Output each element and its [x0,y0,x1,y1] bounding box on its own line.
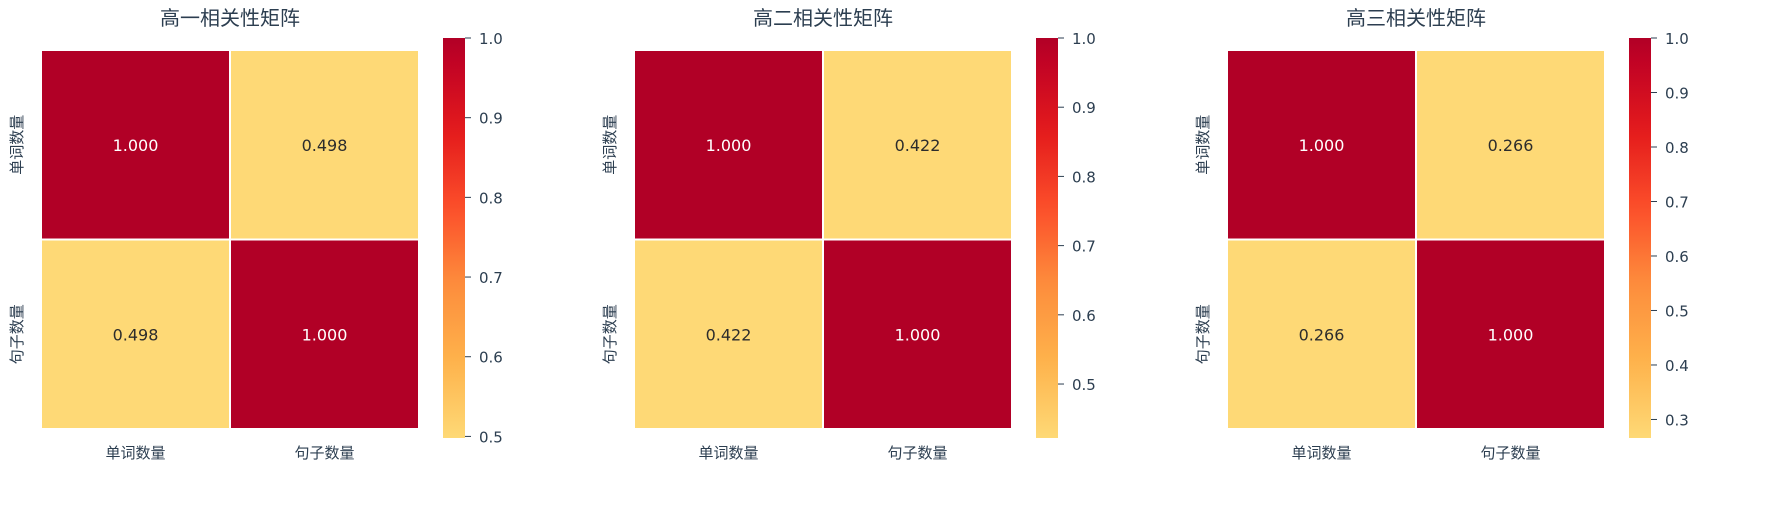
cell-value-label: 0.498 [302,136,348,155]
heatmap-cell [1226,49,1417,241]
heatmap-cell [633,49,824,241]
chart-title: 高一相关性矩阵 [160,6,300,30]
colorbar-tick-label: 0.4 [1665,357,1689,375]
cell-value-label: 0.422 [895,136,941,155]
colorbar-tick-label: 0.6 [1665,248,1689,266]
colorbar-tick-label: 0.5 [1665,302,1689,320]
colorbar-tick-label: 0.3 [1665,411,1689,429]
colorbar-tick-label: 0.8 [1665,139,1689,157]
colorbar-tick-label: 0.7 [479,269,503,287]
heatmap-cell [822,238,1013,430]
cell-value-label: 1.000 [1299,136,1345,155]
cell-value-label: 1.000 [302,325,348,344]
colorbar-tick-label: 0.9 [1665,84,1689,102]
chart-title: 高二相关性矩阵 [753,6,893,30]
colorbar [443,38,465,438]
y-tick-label: 单词数量 [8,115,26,175]
cell-value-label: 0.422 [706,325,752,344]
x-tick-label: 单词数量 [105,444,165,462]
cell-value-label: 1.000 [706,136,752,155]
colorbar-tick-label: 0.7 [1665,193,1689,211]
y-tick-label: 句子数量 [601,304,619,364]
heatmap-cell [1415,238,1606,430]
x-tick-label: 单词数量 [1291,444,1351,462]
colorbar-tick-label: 0.5 [1072,376,1096,394]
x-tick-label: 单词数量 [698,444,758,462]
colorbar [1036,38,1058,438]
cell-value-label: 0.266 [1299,325,1345,344]
heatmap-cell [633,238,824,430]
chart-title: 高三相关性矩阵 [1346,6,1486,30]
y-tick-label: 单词数量 [1194,115,1212,175]
heatmap-cell [40,49,231,241]
cell-value-label: 1.000 [895,325,941,344]
colorbar-tick-label: 1.0 [479,30,503,48]
colorbar-tick-label: 0.8 [1072,168,1096,186]
colorbar-tick-label: 0.7 [1072,238,1096,256]
heatmap-cell [229,49,420,241]
colorbar-tick-label: 0.6 [1072,307,1096,325]
y-tick-label: 句子数量 [1194,304,1212,364]
colorbar-tick-label: 1.0 [1072,30,1096,48]
heatmap-cell [1415,49,1606,241]
colorbar-tick-label: 0.8 [479,189,503,207]
heatmap-cell [1226,238,1417,430]
y-tick-label: 单词数量 [601,115,619,175]
y-tick-label: 句子数量 [8,304,26,364]
colorbar-tick-label: 0.9 [1072,99,1096,117]
colorbar-tick-label: 1.0 [1665,30,1689,48]
cell-value-label: 1.000 [1488,325,1534,344]
cell-value-label: 0.266 [1488,136,1534,155]
heatmap-cell [40,238,231,430]
cell-value-label: 1.000 [113,136,159,155]
heatmap-cell [822,49,1013,241]
colorbar-tick-label: 0.9 [479,110,503,128]
colorbar-tick-label: 0.5 [479,428,503,446]
cell-value-label: 0.498 [113,325,159,344]
x-tick-label: 句子数量 [887,444,947,462]
heatmap-cell [229,238,420,430]
x-tick-label: 句子数量 [294,444,354,462]
colorbar [1629,38,1651,438]
x-tick-label: 句子数量 [1480,444,1540,462]
colorbar-tick-label: 0.6 [479,349,503,367]
